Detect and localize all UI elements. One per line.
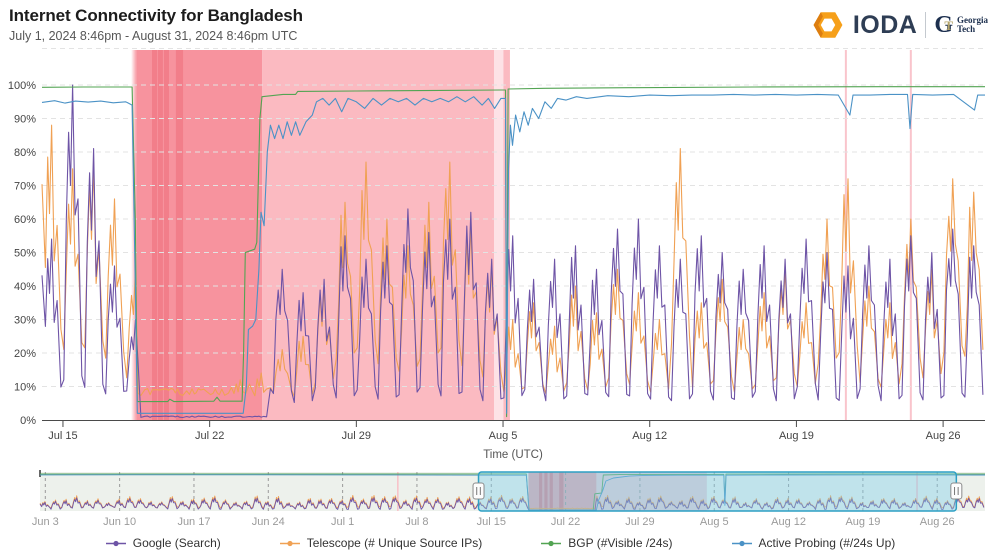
- x-tick-label: Jul 15: [48, 430, 77, 442]
- y-tick-label: 70%: [14, 181, 36, 193]
- brush-outage-stripe: [559, 472, 564, 511]
- y-tick-label: 60%: [14, 214, 36, 226]
- brush-tick-label: Jul 22: [551, 516, 580, 528]
- outage-stripe: [175, 50, 184, 420]
- brush-tick-label: Aug 19: [845, 516, 880, 528]
- ioda-hexagon-icon: [813, 12, 843, 38]
- legend-item-probing[interactable]: Active Probing (#/24s Up): [731, 536, 896, 550]
- ioda-wordmark: IODA: [852, 10, 918, 39]
- outage-event-line: [909, 50, 912, 420]
- brush-tick-label: Jun 10: [103, 516, 136, 528]
- chart-header: Internet Connectivity for Bangladesh Jul…: [9, 6, 303, 43]
- outage-band-light: [494, 50, 504, 420]
- x-tick-label: Jul 29: [342, 430, 371, 442]
- y-tick-label: 0%: [20, 415, 36, 427]
- brush-tick-label: Jun 24: [252, 516, 285, 528]
- legend-label: Telescope (# Unique Source IPs): [306, 536, 483, 550]
- series-telescope: [41, 124, 984, 398]
- brush-event-line: [916, 472, 918, 511]
- brush-tick-label: Jul 8: [405, 516, 428, 528]
- legend-marker-icon: [105, 540, 126, 546]
- date-range-subtitle: July 1, 2024 8:46pm - August 31, 2024 8:…: [9, 28, 298, 43]
- brush-tick-label: Aug 26: [920, 516, 955, 528]
- gt-text-line2: Tech: [957, 24, 976, 34]
- series-google: [41, 84, 984, 419]
- outage-band-dark: [136, 50, 263, 420]
- outage-stripe: [163, 50, 169, 420]
- series-probing: [41, 93, 985, 414]
- outage-band-medium-2: [503, 50, 510, 420]
- brush-tick-label: Jul 29: [625, 516, 654, 528]
- y-tick-label: 50%: [14, 248, 36, 260]
- legend-item-google[interactable]: Google (Search): [105, 536, 221, 550]
- logo-divider: [925, 12, 927, 38]
- chart-legend: Google (Search) Telescope (# Unique Sourc…: [0, 536, 1000, 550]
- y-tick-label: 80%: [14, 147, 36, 159]
- x-tick-label: Aug 19: [779, 430, 814, 442]
- y-tick-label: 40%: [14, 281, 36, 293]
- brush-tick-label: Jun 3: [32, 516, 59, 528]
- x-tick-label: Jul 22: [195, 430, 224, 442]
- x-tick-label: Aug 12: [632, 430, 667, 442]
- outage-stripe: [152, 50, 158, 420]
- y-tick-label: 100%: [8, 80, 36, 92]
- brush-outage-stripe: [539, 472, 543, 511]
- overview-brush-chart[interactable]: Jun 3 Jun 10 Jun 17 Jun 24 Jul 1 Jul 8 Jul 15 J…: [0, 468, 1000, 532]
- y-tick-label: 10%: [14, 382, 36, 394]
- legend-marker-icon: [541, 540, 562, 546]
- series-probing: [39, 474, 986, 511]
- x-tick-label: Aug 5: [489, 430, 518, 442]
- page-title: Internet Connectivity for Bangladesh: [9, 6, 303, 25]
- brush-outage-stripe: [549, 472, 553, 511]
- series-google: [39, 497, 985, 511]
- brush-tick-label: Aug 12: [771, 516, 806, 528]
- brush-handle-left[interactable]: [472, 482, 485, 500]
- brush-tick-label: Aug 5: [700, 516, 729, 528]
- legend-label: Google (Search): [132, 536, 221, 550]
- brush-tick-label: Jul 1: [331, 516, 354, 528]
- legend-marker-icon: [731, 540, 752, 546]
- y-tick-label: 20%: [14, 348, 36, 360]
- main-timeseries-chart[interactable]: Jul 15 Jul 22 Jul 29 Aug 5 Aug 12 Aug 19 Aug 2…: [0, 45, 1000, 462]
- x-tick-label: Aug 26: [926, 430, 961, 442]
- y-tick-label: 90%: [14, 114, 36, 126]
- brush-event-line: [397, 472, 399, 511]
- legend-item-bgp[interactable]: BGP (#Visible /24s): [540, 536, 673, 550]
- outage-stripe: [157, 50, 163, 420]
- brush-outage-stripe: [544, 472, 548, 511]
- x-axis-title: Time (UTC): [483, 449, 543, 461]
- y-tick-label: 30%: [14, 315, 36, 327]
- brush-handle-right[interactable]: [950, 482, 963, 500]
- brush-outage-dark: [528, 472, 597, 511]
- brush-background: [40, 472, 985, 511]
- series-bgp: [41, 86, 985, 418]
- brush-tick-label: Jul 15: [477, 516, 506, 528]
- legend-label: BGP (#Visible /24s): [568, 536, 673, 550]
- legend-label: Active Probing (#/24s Up): [758, 536, 896, 550]
- brush-selection[interactable]: [477, 471, 958, 512]
- legend-item-telescope[interactable]: Telescope (# Unique Source IPs): [279, 536, 482, 550]
- gt-text-line1: Georgia: [957, 14, 988, 25]
- legend-marker-icon: [279, 540, 300, 546]
- brush-tick-label: Jun 17: [177, 516, 210, 528]
